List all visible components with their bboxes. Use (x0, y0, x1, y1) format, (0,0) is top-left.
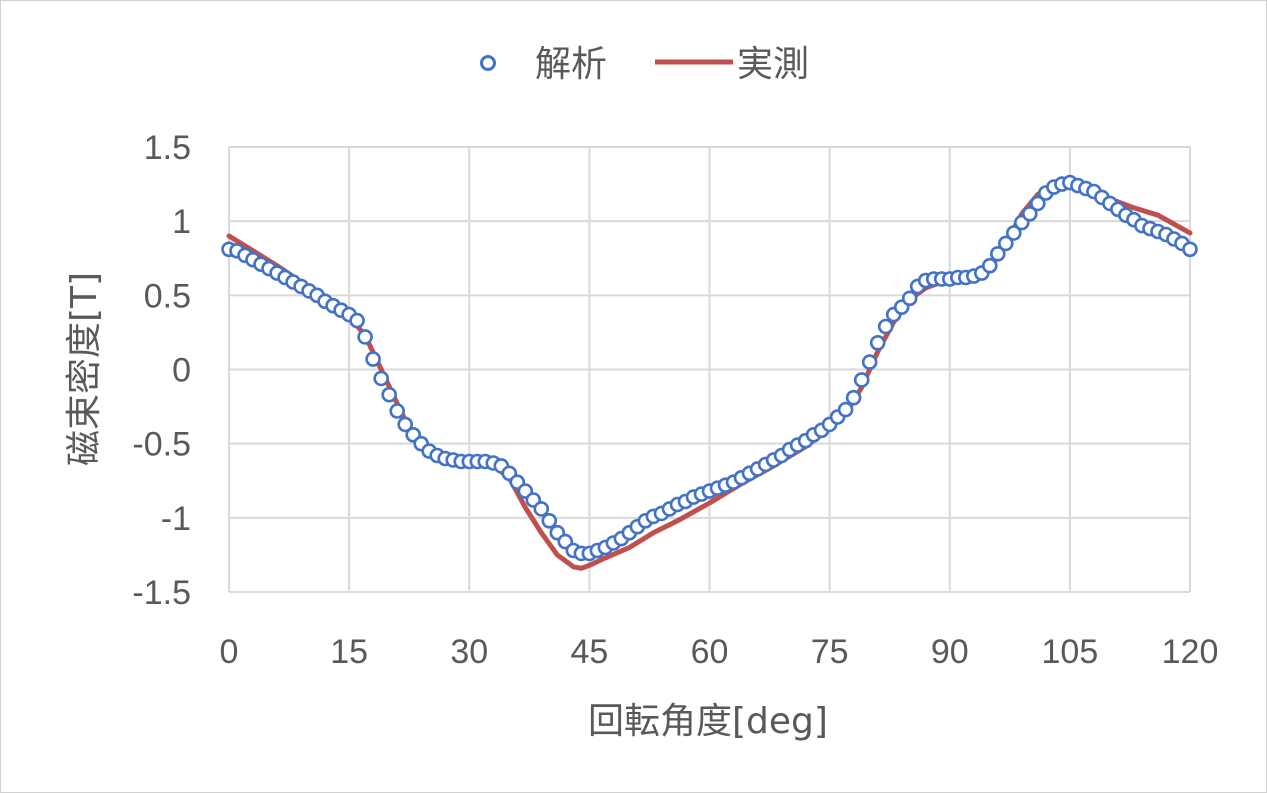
x-axis-title: 回転角度[deg] (588, 701, 828, 742)
y-tick-label: 0 (172, 352, 191, 390)
data-point (981, 257, 998, 274)
data-point (877, 318, 894, 335)
marker-series-layer (221, 174, 1198, 562)
data-point (541, 512, 558, 529)
legend-label-series-1: 解析 (535, 44, 607, 85)
y-tick-label: -0.5 (132, 426, 191, 464)
data-point (989, 246, 1006, 262)
x-tick-label: 90 (931, 633, 969, 671)
legend-marker-icon (480, 55, 496, 71)
x-tick-label: 75 (811, 633, 849, 671)
y-tick-label: -1 (161, 500, 191, 538)
y-axis-ticks: 1.5 1 0.5 0 -0.5 -1 -1.5 (132, 129, 191, 612)
y-tick-label: 0.5 (144, 277, 191, 315)
data-point (373, 370, 390, 387)
data-point (1182, 241, 1198, 258)
data-point (533, 501, 550, 517)
grid (228, 146, 1191, 593)
data-point (861, 354, 878, 370)
x-tick-label: 15 (330, 633, 368, 671)
data-point (381, 386, 398, 403)
data-point (837, 401, 854, 418)
data-point (1005, 225, 1022, 241)
x-tick-label: 60 (691, 633, 729, 671)
y-tick-label: 1 (172, 203, 191, 241)
legend-label-series-2: 実測 (737, 44, 809, 85)
y-axis-title: 磁束密度[T] (64, 272, 105, 466)
x-axis-ticks: 0 15 30 45 60 75 90 105 120 (220, 633, 1219, 671)
x-tick-label: 30 (450, 633, 488, 671)
x-tick-label: 45 (570, 633, 608, 671)
data-point (901, 290, 918, 307)
y-tick-label: 1.5 (144, 129, 191, 167)
x-tick-label: 105 (1042, 633, 1099, 671)
x-tick-label: 0 (220, 633, 239, 671)
data-point (853, 372, 870, 388)
y-tick-label: -1.5 (132, 574, 191, 612)
data-point (1030, 195, 1046, 212)
data-point (997, 235, 1014, 252)
data-point (845, 389, 862, 406)
data-point (365, 351, 381, 367)
data-point (357, 329, 373, 345)
legend: 解析 実測 (480, 44, 809, 85)
data-point (1022, 206, 1038, 222)
data-point (869, 334, 886, 351)
x-tick-label: 120 (1162, 633, 1219, 671)
data-point (349, 312, 365, 329)
data-point (389, 403, 406, 419)
data-point (397, 416, 414, 433)
